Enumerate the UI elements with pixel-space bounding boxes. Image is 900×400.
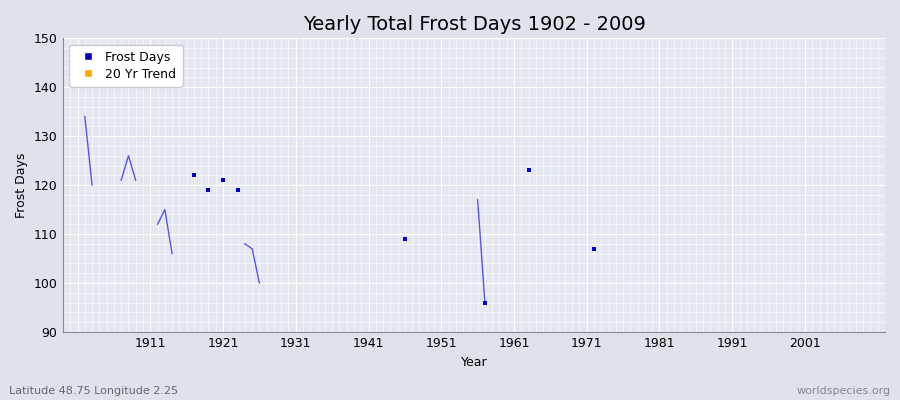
Point	[478, 299, 492, 306]
Point	[521, 167, 535, 174]
Title: Yearly Total Frost Days 1902 - 2009: Yearly Total Frost Days 1902 - 2009	[302, 15, 645, 34]
X-axis label: Year: Year	[461, 356, 487, 369]
Point	[202, 187, 216, 193]
Text: Latitude 48.75 Longitude 2.25: Latitude 48.75 Longitude 2.25	[9, 386, 178, 396]
Y-axis label: Frost Days: Frost Days	[15, 152, 28, 218]
Point	[230, 187, 245, 193]
Point	[186, 172, 201, 178]
Point	[136, 79, 150, 86]
Point	[216, 177, 230, 184]
Point	[587, 246, 601, 252]
Legend: Frost Days, 20 Yr Trend: Frost Days, 20 Yr Trend	[69, 44, 183, 87]
Point	[398, 236, 412, 242]
Text: worldspecies.org: worldspecies.org	[796, 386, 891, 396]
